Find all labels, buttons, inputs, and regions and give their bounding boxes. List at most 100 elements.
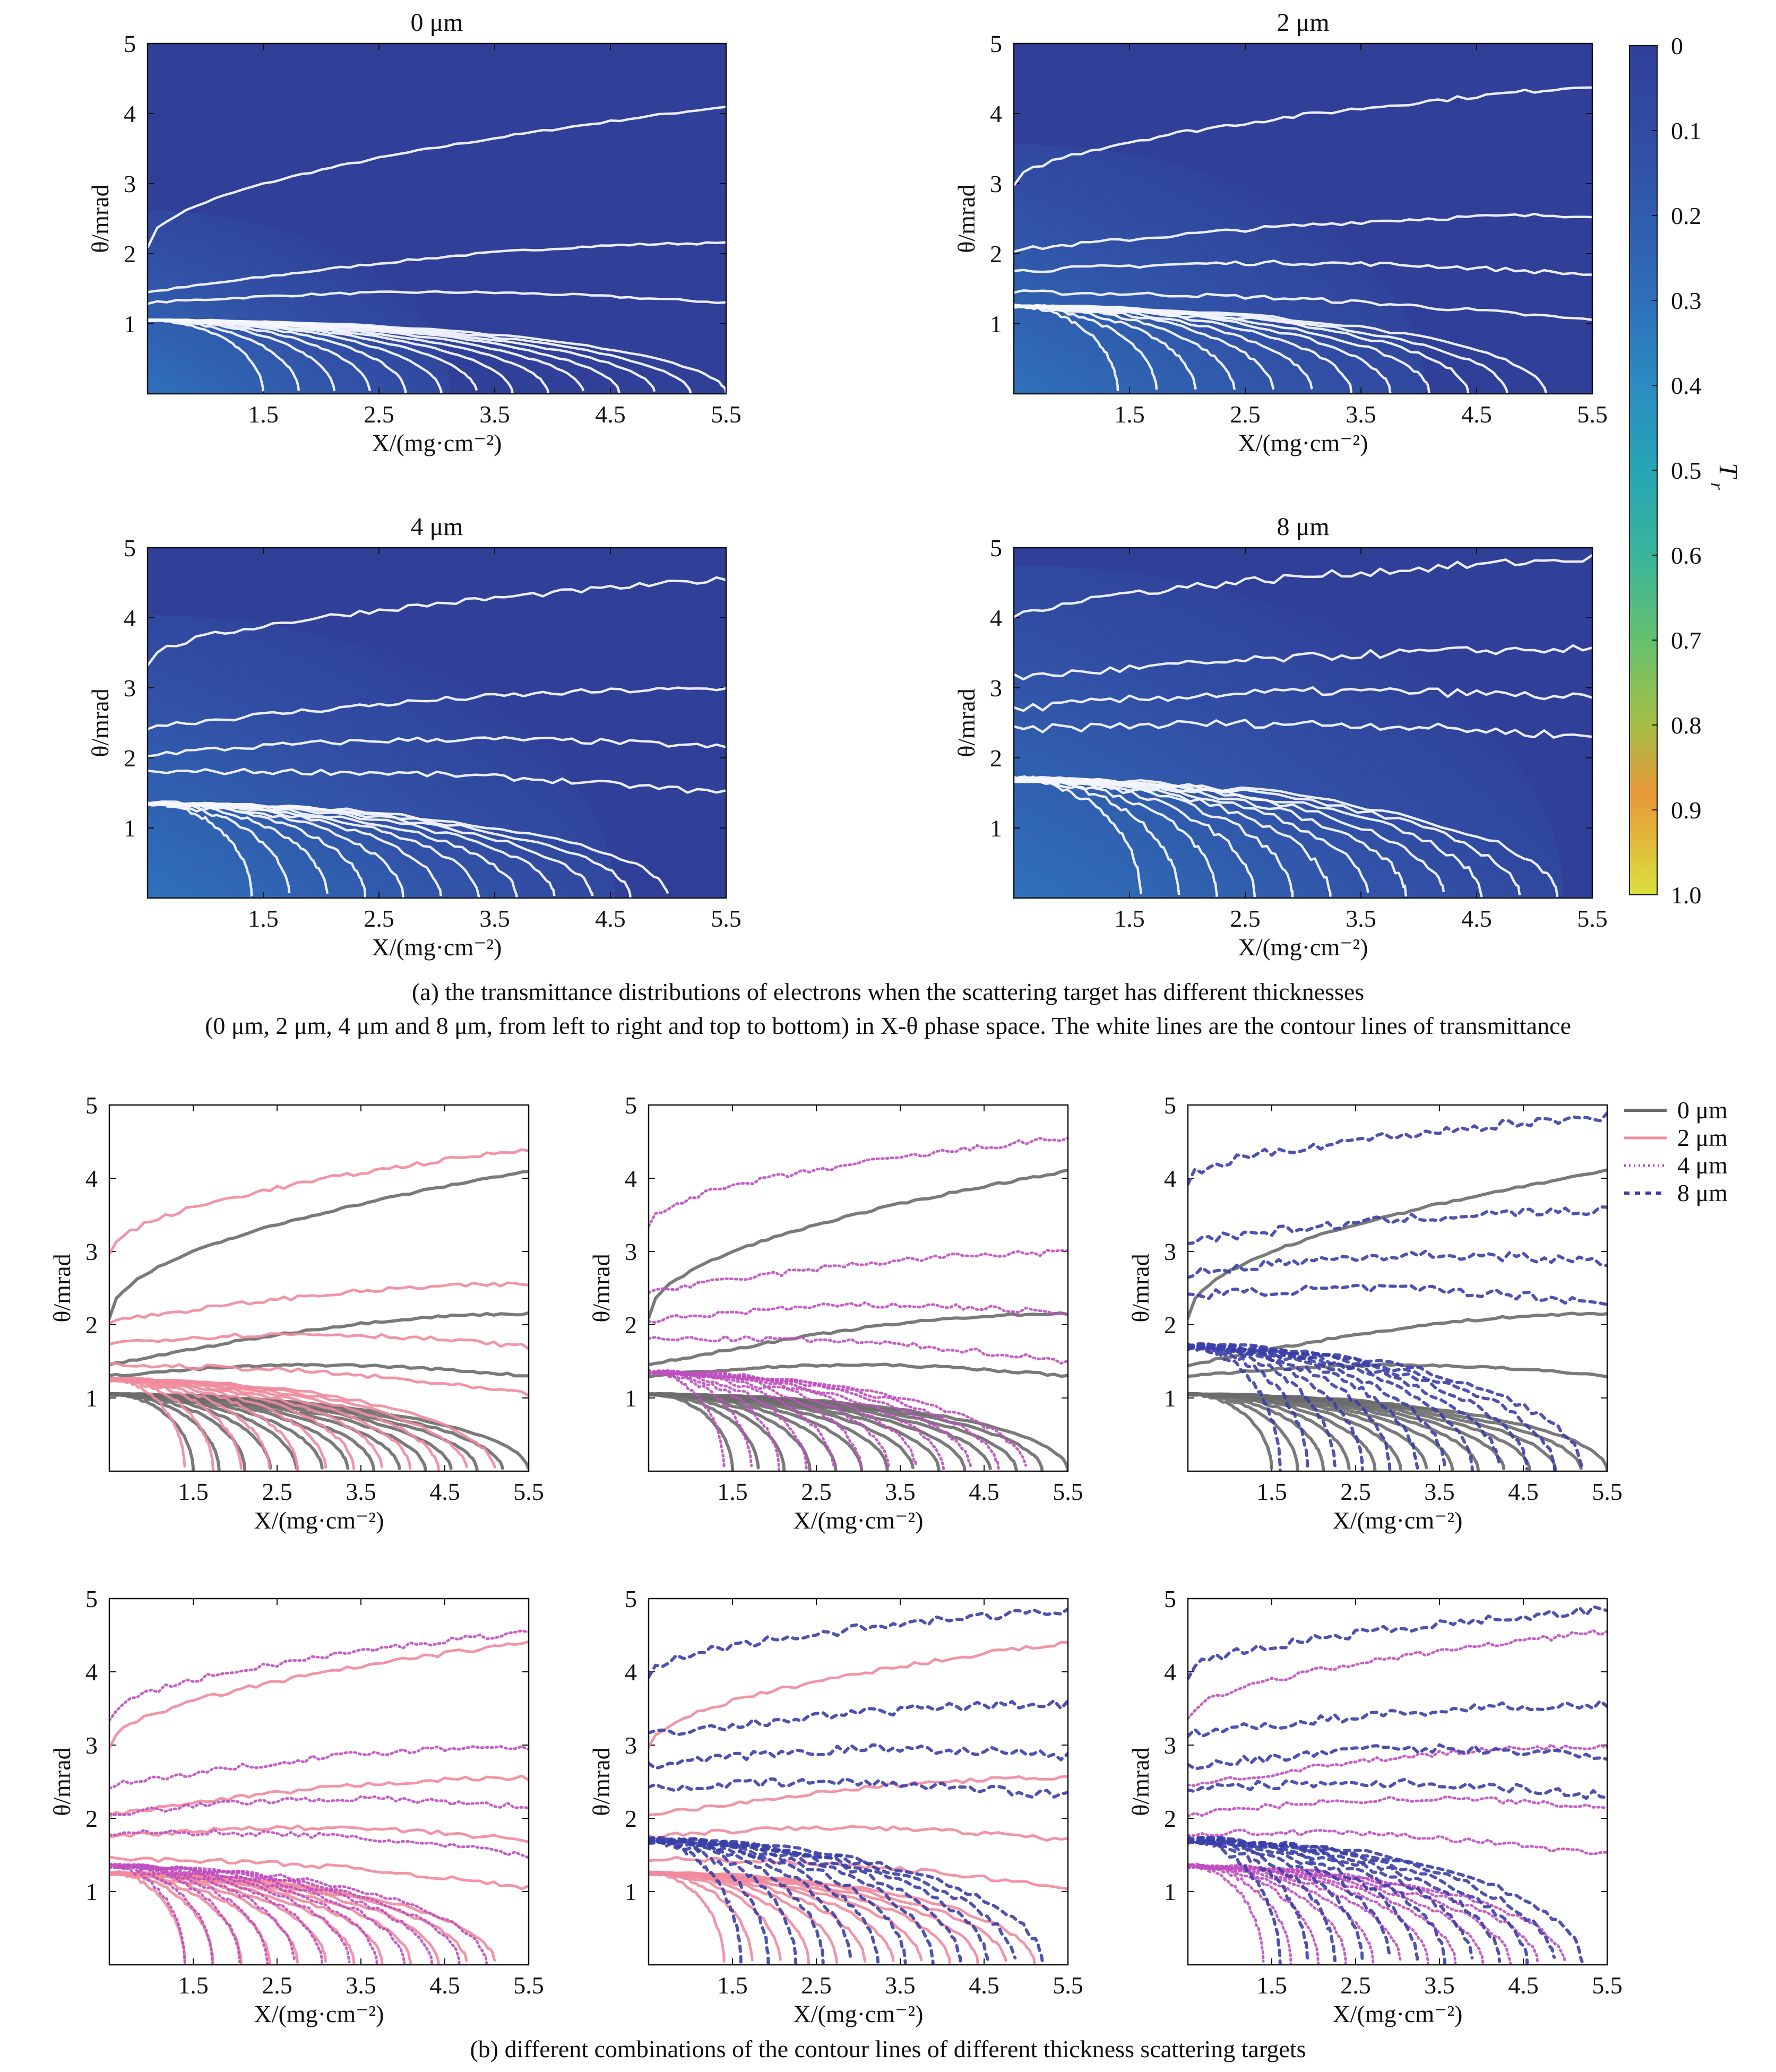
x-tick-label: 2.5 [801,1972,832,1999]
contour-line-4um [1188,1743,1607,1788]
contour-line-2um [109,1824,529,1843]
x-axis-label: X/(mg·cm⁻²) [1332,1507,1462,1534]
contour-line [1014,644,1592,681]
x-tick-label: 2.5 [801,1478,832,1505]
x-tick-label: 1.5 [178,1972,209,1999]
contour-line-4um [109,1863,488,1965]
y-tick-label: 5 [1164,1585,1176,1612]
contour-line-8um [649,1607,1068,1679]
x-tick-label: 5.5 [711,905,742,932]
x-tick-label: 3.5 [1424,1972,1455,1999]
colorbar-tick-label: 0.8 [1671,712,1702,739]
y-tick-label: 2 [1164,1311,1176,1339]
contour-line [1014,289,1592,321]
contour-line-2um [109,1640,529,1750]
y-tick-label: 3 [124,675,136,702]
contour-line-2um [649,1871,726,1963]
contour-line-8um [649,1837,1045,1964]
panel-title: 0 μm [410,8,463,37]
x-tick-label: 4.5 [429,1478,460,1505]
plot-frame [1187,1598,1608,1966]
panel-title: 2 μm [1277,8,1329,37]
y-tick-label: 5 [990,30,1002,57]
contour-line-8um [1188,1342,1474,1471]
x-tick-label: 3.5 [346,1478,376,1505]
contour-line-2um [109,1362,529,1397]
y-tick-label: 5 [85,1585,98,1612]
x-tick-label: 5.5 [711,401,742,428]
contour-line [148,736,726,758]
contour-line [1014,775,1369,893]
y-axis-label: θ/mrad [953,184,980,253]
heatmap-panel: 1 2 3 4 5 1.5 2.5 3.5 4.5 5.5 X/(mg·cm⁻²) θ/mrad 2 μ… [953,8,1608,456]
contour-group [1014,86,1592,394]
contour-line-2um [109,1377,496,1469]
y-tick-label: 4 [124,605,136,632]
x-tick-label: 5.5 [513,1972,544,1999]
y-tick-label: 3 [1164,1238,1176,1265]
contour-line-0um [649,1362,1068,1379]
contour-line-4um [109,1629,529,1722]
contour-line-8um [1188,1836,1309,1960]
contour-line-4um [109,1862,186,1964]
x-tick-label: 4.5 [595,905,626,932]
x-tick-label: 1.5 [1114,401,1145,428]
y-tick-label: 3 [625,1732,637,1759]
y-tick-label: 2 [124,745,136,772]
contour-line [148,318,300,391]
contour-line-8um [1188,1836,1584,1963]
colorbar: 0 0.1 0.2 0.3 0.4 0.5 0.6 0.7 0.8 0.9 1.0 Tr [1629,32,1744,909]
x-tick-label: 1.5 [717,1478,748,1505]
contour-line-2um [649,1871,1007,1962]
colorbar-tick-label: 0.5 [1671,457,1702,484]
y-tick-label: 2 [124,240,136,267]
y-tick-label: 4 [124,100,136,127]
x-tick-label: 4.5 [1461,905,1492,932]
contour-line-8um [1188,1777,1607,1800]
contour-line-4um [649,1369,918,1468]
contour-line [148,686,726,731]
contour-line-8um [649,1837,1017,1959]
contour-line-4um [649,1249,1068,1294]
x-tick-label: 2.5 [364,905,394,932]
contour-group [649,1607,1068,1965]
x-axis-label: X/(mg·cm⁻²) [254,1507,384,1534]
contour-line-8um [1188,1836,1501,1963]
contour-group [1188,1111,1607,1471]
x-tick-label: 4.5 [1508,1478,1539,1505]
contour-line-8um [1188,1743,1607,1771]
contour-line-2um [649,1825,1068,1842]
heatmap-panel: 1 2 3 4 5 1.5 2.5 3.5 4.5 5.5 X/(mg·cm⁻²) θ/mrad 4 μ… [87,513,742,961]
x-tick-label: 2.5 [1230,401,1261,428]
contour-line-4um [109,1863,461,1965]
contour-line [1014,212,1592,253]
colorbar-tick-label: 0.1 [1671,117,1702,144]
x-tick-label: 2.5 [1230,905,1261,932]
x-tick-label: 3.5 [885,1972,916,1999]
contour-line-8um [1188,1343,1501,1469]
x-axis-label: X/(mg·cm⁻²) [793,2000,923,2027]
y-tick-label: 5 [1164,1092,1176,1119]
plot-frame [108,1104,530,1472]
contour-line-2um [109,1332,529,1350]
contour-line-0um [109,1311,529,1367]
x-axis-label: X/(mg·cm⁻²) [1332,2000,1462,2027]
y-tick-label: 3 [625,1238,637,1265]
contour-line-0um [649,1393,1068,1471]
contour-line-8um [1188,1343,1419,1470]
x-tick-label: 5.5 [1592,1972,1623,1999]
contour-line-8um [1188,1343,1282,1471]
contour-line-4um [1188,1795,1607,1818]
plot-frame [648,1104,1069,1472]
y-tick-label: 1 [124,310,136,338]
contour-line-4um [109,1828,529,1859]
contour-line-0um [1188,1168,1607,1320]
x-tick-label: 3.5 [885,1478,916,1505]
y-tick-label: 1 [1164,1878,1176,1905]
contour-line-8um [1188,1343,1583,1469]
contour-group [148,106,726,394]
plot-frame [108,1598,530,1966]
contour-line-8um [1188,1249,1607,1279]
contour-line-8um [1188,1343,1392,1471]
contour-line-8um [649,1777,1068,1799]
